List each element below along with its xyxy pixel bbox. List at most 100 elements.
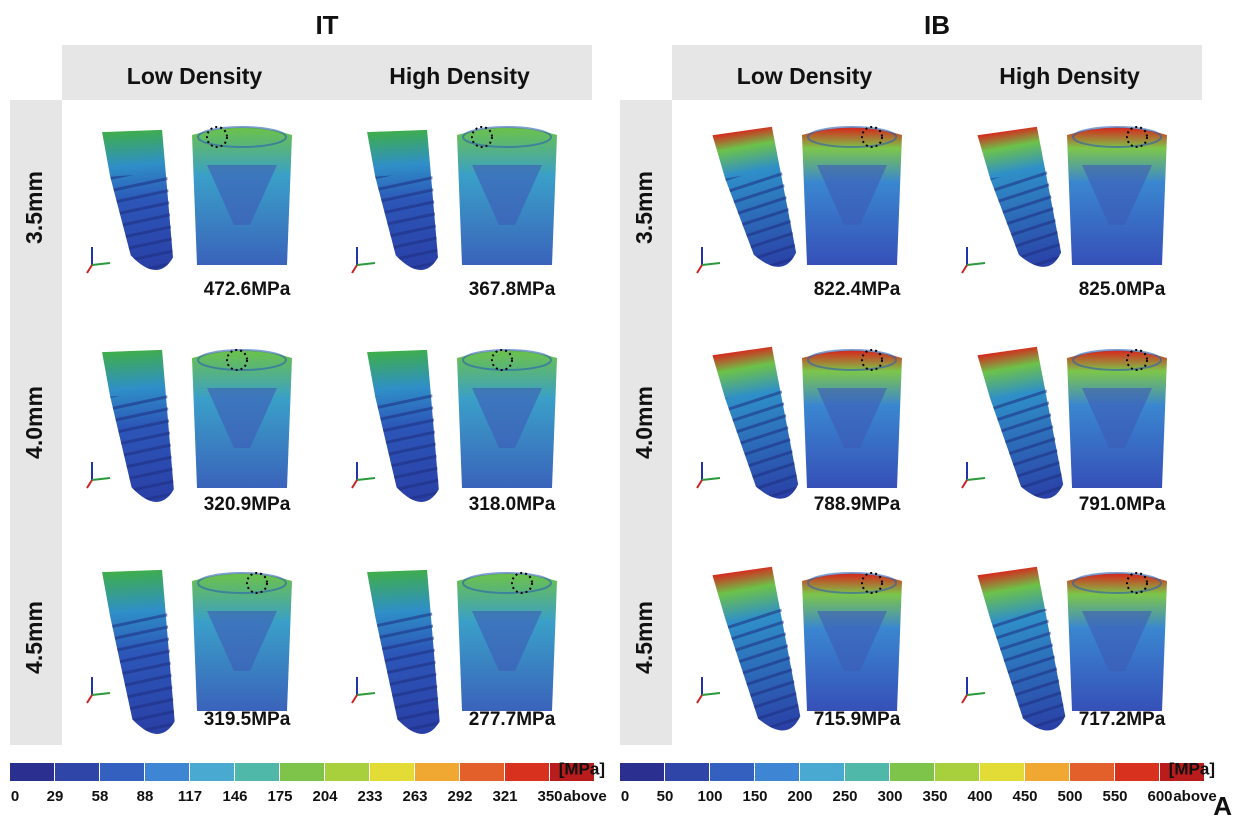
colorbar-segment — [10, 763, 54, 781]
colorbar-tick-label: 100 — [697, 788, 722, 805]
peak-stress-marker — [226, 349, 248, 371]
abutment-rim — [197, 572, 287, 594]
colorbar-unit: [MPa] — [1169, 759, 1215, 778]
axis-x — [966, 262, 986, 266]
axis-x — [966, 477, 986, 481]
axis-y — [961, 479, 968, 489]
row-label-band — [10, 100, 62, 745]
axis-x — [91, 477, 111, 481]
implant-thread — [990, 608, 1066, 731]
abutment-rim — [807, 126, 897, 148]
row-label: 4.0mm — [631, 386, 657, 459]
colorbar-tick-label: 150 — [742, 788, 767, 805]
row-label: 4.0mm — [21, 386, 47, 459]
colorbar-tick-label: 500 — [1057, 788, 1082, 805]
max-stress-value: 715.9MPa — [814, 709, 901, 730]
implant-illustration — [696, 566, 902, 731]
peak-stress-marker — [861, 572, 883, 594]
colorbar-segment — [845, 763, 889, 781]
colorbar-segment — [550, 763, 594, 781]
abutment-inner — [207, 611, 277, 671]
abutment-rim — [462, 349, 552, 371]
max-stress-value: 318.0MPa — [469, 494, 556, 515]
colorbar-tick-label: 0 — [621, 788, 629, 805]
peak-stress-marker — [1126, 349, 1148, 371]
colorbar-segment — [280, 763, 324, 781]
colorbar-tick-label: 88 — [137, 788, 154, 805]
axis-y — [961, 694, 968, 704]
colorbar-tick-label: 292 — [447, 788, 472, 805]
implant-illustration — [86, 126, 292, 274]
abutment-inner — [472, 611, 542, 671]
peak-stress-marker — [471, 126, 493, 148]
abutment-rim — [462, 572, 552, 594]
axis-y — [351, 694, 358, 704]
colorbar-segment — [890, 763, 934, 781]
colorbar-tick-label: 204 — [312, 788, 338, 805]
colorbar-segment — [505, 763, 549, 781]
max-stress-value: 825.0MPa — [1079, 279, 1166, 300]
implant-illustration — [961, 346, 1167, 499]
axis-y — [86, 694, 93, 704]
colorbar-tick-label: 550 — [1102, 788, 1127, 805]
abutment-inner — [817, 165, 887, 225]
colorbar-tick-label: 0 — [11, 788, 19, 805]
abutment-rim — [807, 349, 897, 371]
colorbar-segment — [145, 763, 189, 781]
axis-x — [356, 477, 376, 481]
column-header: High Density — [389, 63, 530, 89]
abutment-inner — [1082, 388, 1152, 448]
implant-illustration — [86, 569, 292, 734]
colorbar-tick-label: 263 — [402, 788, 427, 805]
peak-stress-marker — [511, 572, 533, 594]
peak-stress-marker — [246, 572, 268, 594]
implant-illustration — [351, 569, 557, 734]
row-label: 3.5mm — [631, 171, 657, 244]
peak-stress-marker — [861, 126, 883, 148]
abutment-inner — [817, 611, 887, 671]
implant-illustration — [696, 126, 902, 274]
colorbar-tick-label: 600 — [1147, 788, 1172, 805]
column-header-band — [62, 45, 592, 100]
max-stress-value: 822.4MPa — [814, 279, 901, 300]
colorbar-tick-label: 350 — [537, 788, 562, 805]
colorbar-tick-label: 50 — [657, 788, 674, 805]
implant-illustration — [351, 349, 557, 502]
colorbar-segment — [1115, 763, 1159, 781]
axis-y — [351, 479, 358, 489]
axis-x — [701, 692, 721, 696]
colorbar-segment — [100, 763, 144, 781]
colorbar-tick-label: 175 — [267, 788, 292, 805]
panel: IB Low Density High Density 3.5mm 822.4MPa 82… — [620, 10, 1217, 805]
peak-stress-marker — [1126, 572, 1148, 594]
implant-thread — [725, 388, 799, 499]
colorbar-segment — [980, 763, 1024, 781]
colorbar-segment — [190, 763, 234, 781]
colorbar-tick-label: above — [1173, 788, 1216, 805]
axis-x — [91, 692, 111, 696]
implant-illustration — [961, 566, 1167, 731]
max-stress-value: 367.8MPa — [469, 279, 556, 300]
abutment-rim — [462, 126, 552, 148]
colorbar-tick-label: above — [563, 788, 606, 805]
colorbar-segment — [370, 763, 414, 781]
colorbar-tick-label: 29 — [47, 788, 64, 805]
abutment-rim — [197, 349, 287, 371]
colorbar-tick-label: 321 — [492, 788, 517, 805]
max-stress-value: 788.9MPa — [814, 494, 901, 515]
figure-label: A — [1213, 791, 1232, 821]
abutment-inner — [207, 165, 277, 225]
axis-y — [86, 479, 93, 489]
axis-x — [701, 477, 721, 481]
colorbar-segment — [460, 763, 504, 781]
panel: IT Low Density High Density 3.5mm 472.6MPa 36… — [10, 10, 607, 805]
max-stress-value: 320.9MPa — [204, 494, 291, 515]
abutment-rim — [1072, 572, 1162, 594]
axis-y — [961, 264, 968, 274]
abutment-inner — [1082, 165, 1152, 225]
colorbar-segment — [665, 763, 709, 781]
implant-thread — [110, 172, 173, 270]
colorbar-tick-label: 58 — [92, 788, 109, 805]
abutment-inner — [817, 388, 887, 448]
